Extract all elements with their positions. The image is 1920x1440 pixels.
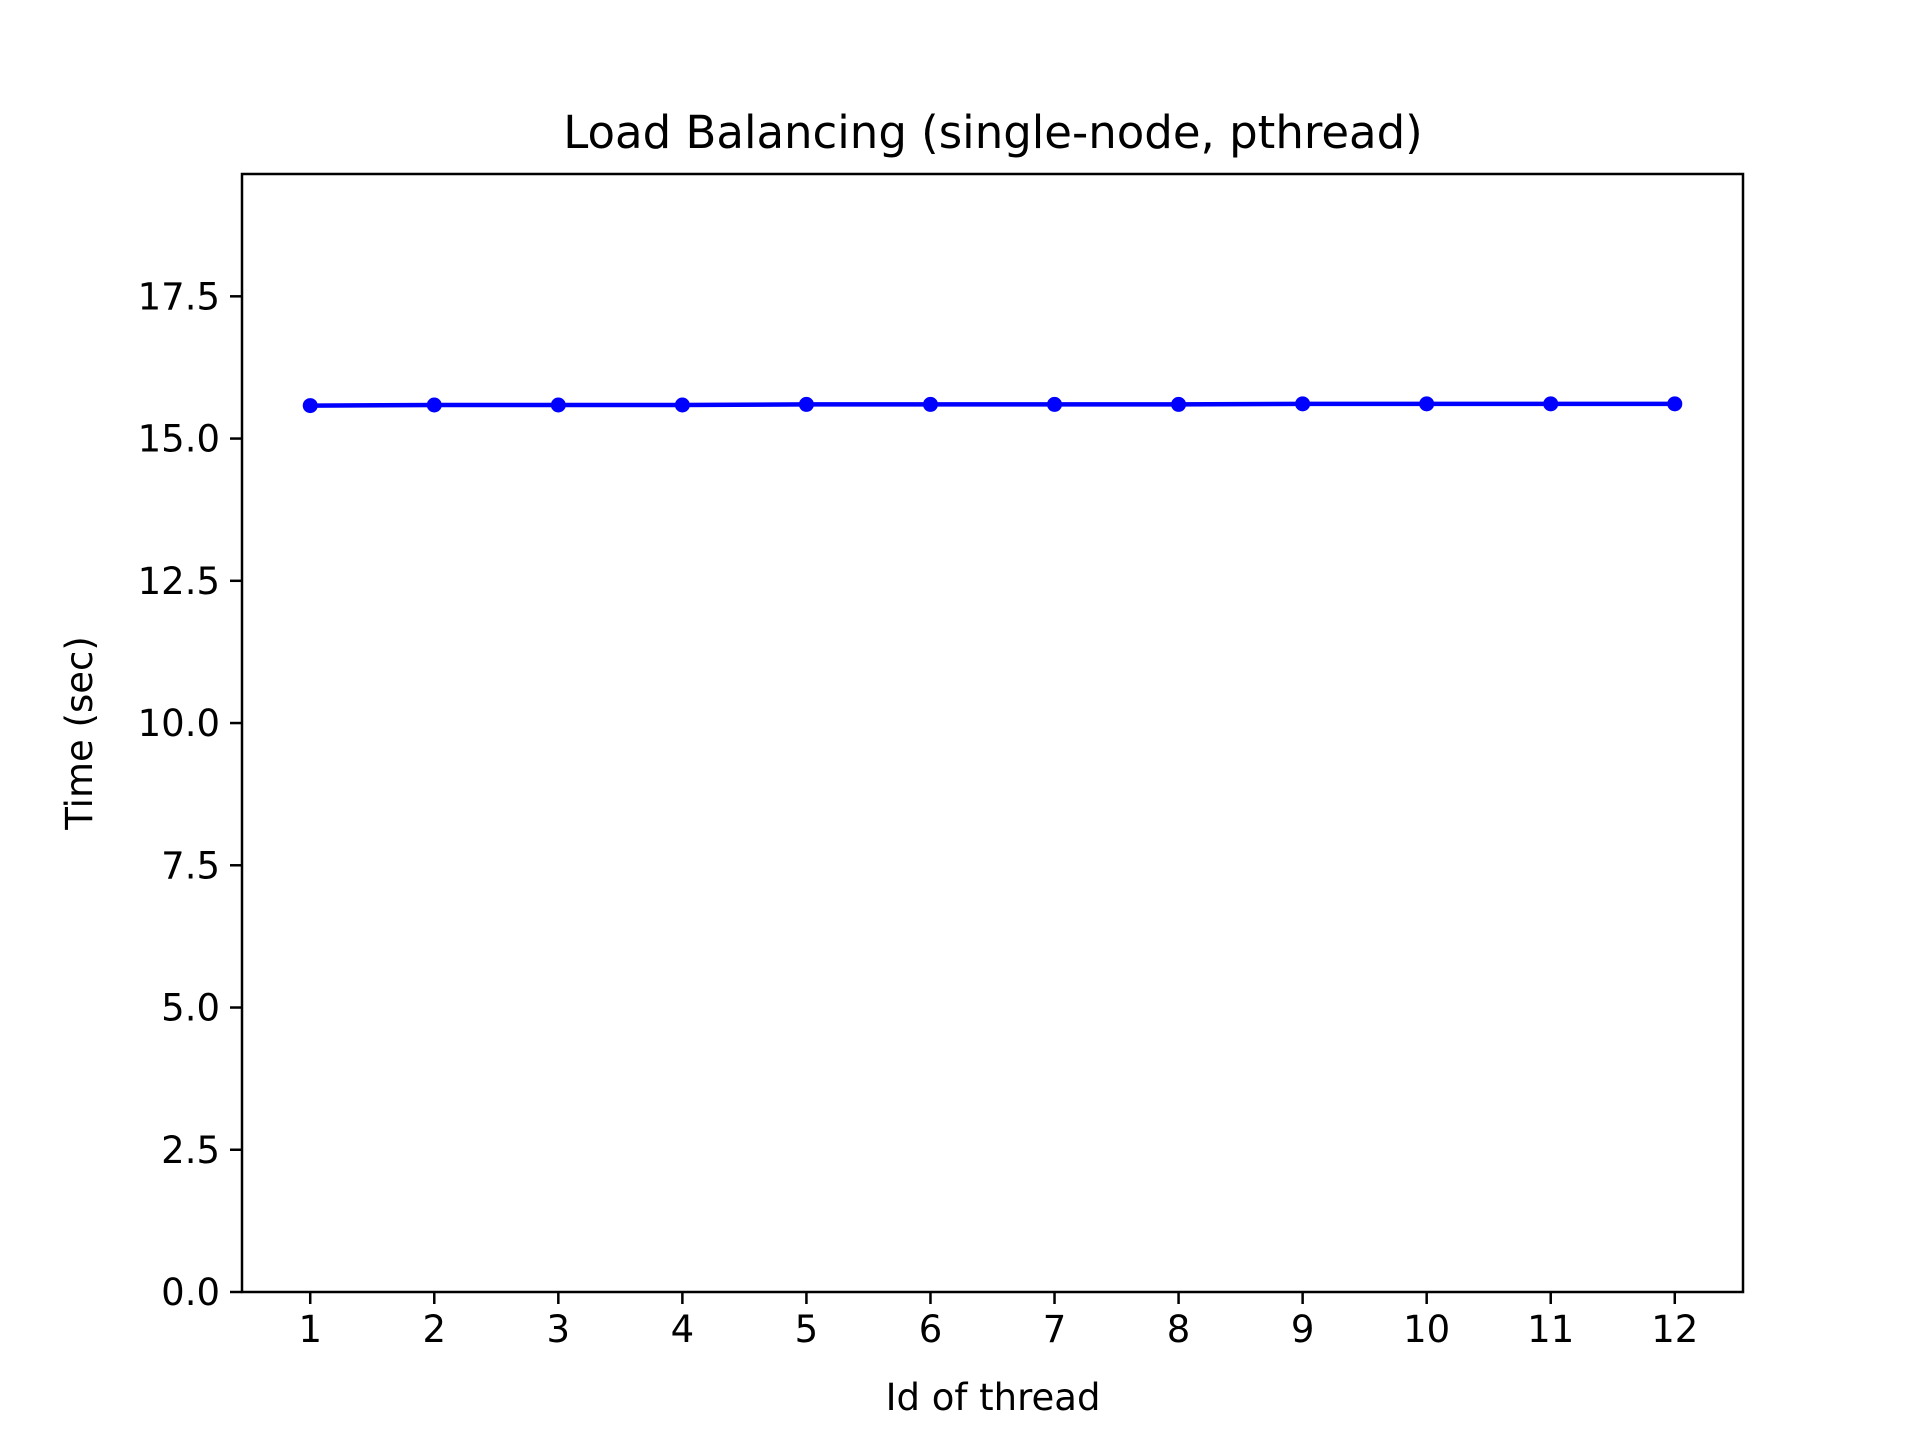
data-point: [922, 396, 938, 412]
data-point: [1047, 396, 1063, 412]
x-tick-label: 9: [1291, 1308, 1315, 1351]
y-tick-label: 12.5: [138, 560, 220, 603]
x-tick-label: 2: [423, 1308, 447, 1351]
y-axis: 0.0 2.5 5.0 7.5 10.0 12.5 15.0 17.5: [138, 275, 242, 1314]
plot-frame: [240, 172, 1745, 1294]
data-point: [1171, 396, 1187, 412]
y-tick-label: 2.5: [161, 1129, 220, 1172]
x-tick-label: 11: [1527, 1308, 1574, 1351]
x-axis: 1 2 3 4 5 6 7 8 9 10 11 12: [298, 1292, 1698, 1351]
y-tick-label: 17.5: [138, 275, 220, 318]
y-tick-label: 15.0: [138, 418, 220, 461]
data-point: [674, 397, 690, 413]
data-point: [302, 398, 318, 414]
data-point: [1543, 396, 1559, 412]
x-tick-label: 7: [1043, 1308, 1067, 1351]
x-tick-label: 3: [547, 1308, 571, 1351]
x-tick-label: 5: [795, 1308, 819, 1351]
data-point: [1295, 396, 1311, 412]
y-tick-label: 5.0: [161, 987, 220, 1030]
y-axis-label: Time (sec): [58, 636, 101, 831]
data-point: [550, 397, 566, 413]
x-tick-label: 10: [1403, 1308, 1450, 1351]
series-line: [310, 401, 1675, 408]
y-tick-label: 0.0: [161, 1271, 220, 1314]
plot-series: [302, 396, 1683, 414]
x-tick-label: 1: [298, 1308, 322, 1351]
data-point: [1419, 396, 1435, 412]
data-point: [798, 396, 814, 412]
y-tick-label: 7.5: [161, 844, 220, 887]
chart-title: Load Balancing (single-node, pthread): [563, 106, 1422, 159]
x-tick-label: 6: [919, 1308, 943, 1351]
data-point: [426, 397, 442, 413]
x-tick-label: 12: [1651, 1308, 1698, 1351]
x-axis-label: Id of thread: [886, 1376, 1101, 1419]
data-point: [1667, 396, 1683, 412]
y-tick-label: 10.0: [138, 702, 220, 745]
x-tick-label: 8: [1167, 1308, 1191, 1351]
x-tick-label: 4: [671, 1308, 695, 1351]
